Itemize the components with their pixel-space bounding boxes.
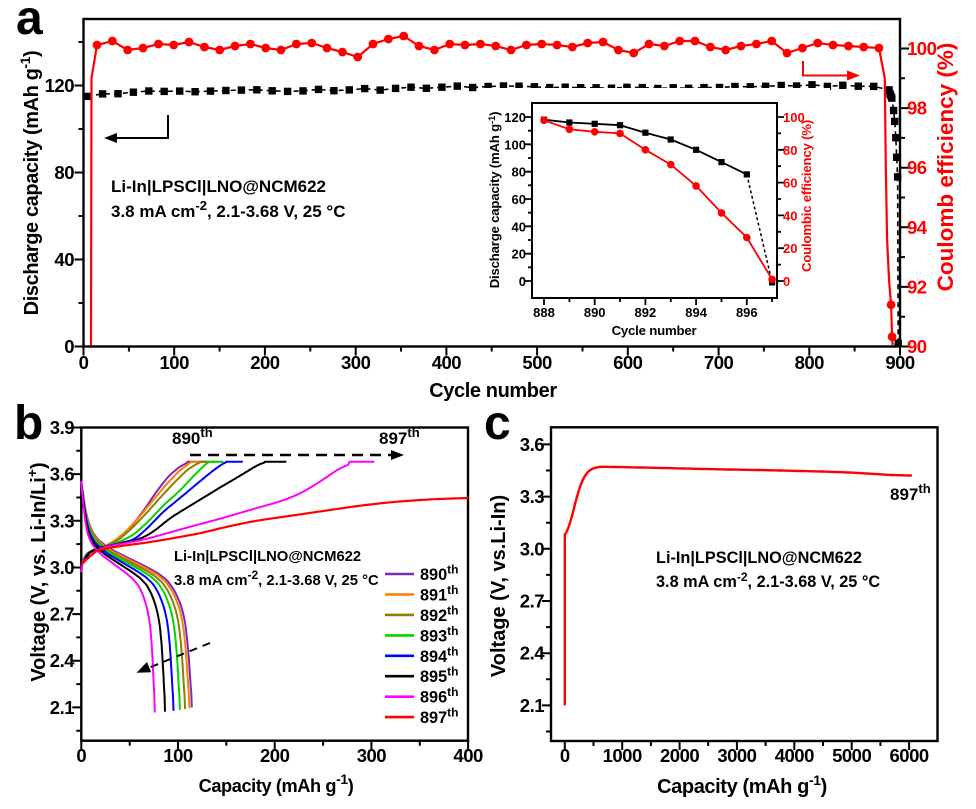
svg-text:3.0: 3.0 (520, 538, 544, 559)
svg-text:Li-In|LPSCl|LNO@NCM622: Li-In|LPSCl|LNO@NCM622 (656, 549, 862, 567)
svg-text:b: b (14, 397, 43, 450)
svg-text:0: 0 (76, 745, 86, 766)
svg-text:100: 100 (907, 38, 937, 59)
svg-text:400: 400 (453, 745, 483, 766)
svg-text:94: 94 (907, 217, 928, 238)
svg-text:0: 0 (64, 336, 74, 357)
svg-text:Cycle number: Cycle number (429, 380, 557, 402)
svg-text:3000: 3000 (717, 745, 756, 766)
svg-text:400: 400 (432, 352, 462, 373)
svg-text:Capacity (mAh g-1): Capacity (mAh g-1) (657, 772, 827, 798)
svg-text:100: 100 (160, 352, 190, 373)
svg-text:Voltage (V, vs.Li-In): Voltage (V, vs.Li-In) (488, 495, 510, 677)
svg-text:120: 120 (45, 75, 75, 96)
svg-text:0: 0 (79, 352, 89, 373)
svg-text:Voltage (V, vs. Li-In/Li+): Voltage (V, vs. Li-In/Li+) (24, 462, 50, 681)
svg-text:200: 200 (260, 745, 290, 766)
svg-text:Li-In|LPSCl|LNO@NCM622: Li-In|LPSCl|LNO@NCM622 (174, 549, 361, 565)
svg-text:40: 40 (512, 219, 526, 234)
svg-text:700: 700 (704, 352, 734, 373)
svg-text:Cycle number: Cycle number (612, 323, 697, 338)
svg-text:100: 100 (783, 110, 805, 125)
svg-text:20: 20 (783, 241, 797, 256)
svg-text:3.8 mA cm-2, 2.1-3.68 V, 25 °C: 3.8 mA cm-2, 2.1-3.68 V, 25 °C (174, 568, 379, 589)
svg-text:2.1: 2.1 (50, 697, 74, 718)
svg-text:100: 100 (163, 745, 193, 766)
svg-text:3.8 mA cm-2, 2.1-3.68 V, 25 °C: 3.8 mA cm-2, 2.1-3.68 V, 25 °C (656, 570, 880, 591)
svg-text:896: 896 (736, 305, 758, 320)
svg-text:5000: 5000 (832, 745, 871, 766)
svg-text:888: 888 (533, 305, 555, 320)
svg-text:200: 200 (250, 352, 280, 373)
svg-text:1000: 1000 (603, 745, 642, 766)
svg-text:4000: 4000 (775, 745, 814, 766)
svg-text:2000: 2000 (660, 745, 699, 766)
svg-text:300: 300 (341, 352, 371, 373)
svg-text:0: 0 (560, 745, 570, 766)
svg-text:80: 80 (783, 143, 797, 158)
svg-text:Coulomb efficiency (%): Coulomb efficiency (%) (933, 43, 958, 292)
svg-text:0: 0 (783, 274, 790, 289)
svg-text:2.4: 2.4 (50, 650, 75, 671)
svg-text:60: 60 (783, 176, 797, 191)
svg-text:2.1: 2.1 (520, 695, 544, 716)
svg-text:80: 80 (512, 165, 526, 180)
svg-text:0: 0 (519, 274, 526, 289)
svg-text:2.4: 2.4 (520, 643, 545, 664)
svg-text:Discharge capacity (mAh g-1): Discharge capacity (mAh g-1) (487, 112, 502, 289)
svg-text:2.7: 2.7 (520, 591, 544, 612)
svg-text:60: 60 (512, 192, 526, 207)
svg-text:40: 40 (783, 208, 797, 223)
svg-text:40: 40 (54, 249, 74, 270)
svg-text:3.9: 3.9 (50, 417, 74, 438)
svg-text:3.8 mA cm-2, 2.1-3.68 V, 25 °C: 3.8 mA cm-2, 2.1-3.68 V, 25 °C (111, 198, 345, 221)
svg-text:3.3: 3.3 (50, 510, 74, 531)
svg-text:3.6: 3.6 (520, 434, 544, 455)
svg-text:6000: 6000 (890, 745, 929, 766)
svg-text:Capacity (mAh g-1): Capacity (mAh g-1) (199, 771, 354, 796)
svg-text:3.0: 3.0 (50, 557, 74, 578)
svg-text:500: 500 (522, 352, 552, 373)
svg-text:300: 300 (357, 745, 387, 766)
svg-text:894: 894 (685, 305, 707, 320)
svg-text:Coulombic efficiency (%): Coulombic efficiency (%) (799, 120, 814, 272)
svg-text:90: 90 (907, 336, 927, 357)
svg-text:892: 892 (635, 305, 657, 320)
svg-text:120: 120 (504, 110, 526, 125)
svg-text:3.3: 3.3 (520, 486, 544, 507)
svg-text:92: 92 (907, 276, 927, 297)
svg-text:100: 100 (504, 137, 526, 152)
svg-text:98: 98 (907, 98, 927, 119)
svg-text:900: 900 (885, 352, 915, 373)
svg-text:80: 80 (54, 162, 74, 183)
svg-text:c: c (484, 397, 511, 450)
svg-text:Discharge capacity (mAh g-1): Discharge capacity (mAh g-1) (17, 51, 43, 316)
svg-text:2.7: 2.7 (50, 604, 74, 625)
svg-text:890: 890 (584, 305, 606, 320)
svg-text:a: a (16, 0, 43, 45)
svg-text:Li-In|LPSCl|LNO@NCM622: Li-In|LPSCl|LNO@NCM622 (111, 177, 326, 196)
svg-text:3.6: 3.6 (50, 464, 74, 485)
svg-text:800: 800 (795, 352, 825, 373)
svg-text:96: 96 (907, 157, 927, 178)
svg-text:20: 20 (512, 247, 526, 262)
svg-text:600: 600 (613, 352, 643, 373)
